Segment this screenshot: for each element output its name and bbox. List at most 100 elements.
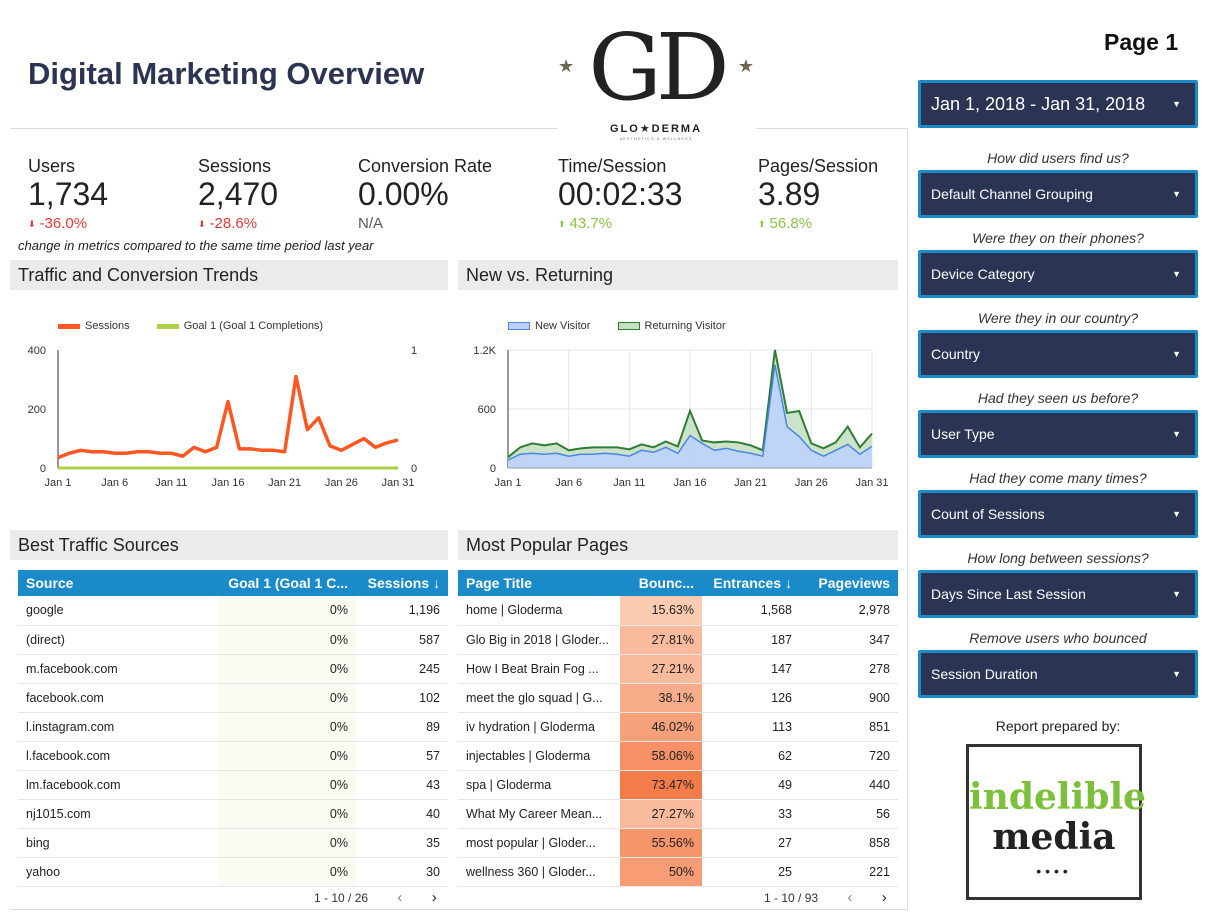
filter-dropdown[interactable]: Device Category ▼ (918, 250, 1198, 298)
x-tick-label: Jan 31 (855, 477, 888, 489)
kpi-card: Conversion Rate 0.00% N/A (358, 156, 492, 232)
traffic-trend-chart: 0 200 400 0 1 Jan 1 Jan 6 Jan 11 Jan 16 Jan 21 Jan… (28, 345, 417, 489)
filter-dropdown[interactable]: Count of Sessions ▼ (918, 490, 1198, 538)
legend-label: Returning Visitor (644, 320, 726, 332)
table-row[interactable]: m.facebook.com 0% 245 (18, 654, 448, 684)
x-tick-label: Jan 1 (495, 477, 522, 489)
table-row[interactable]: facebook.com 0% 102 (18, 683, 448, 713)
column-header-source[interactable]: Source (18, 570, 218, 596)
pageviews-cell: 858 (800, 828, 898, 858)
logo-line: media (992, 816, 1116, 858)
column-header-page-title[interactable]: Page Title (458, 570, 620, 596)
kpi-change: N/A (358, 215, 492, 232)
legend-label: New Visitor (535, 320, 591, 332)
table-row[interactable]: most popular | Gloder... 55.56% 27 858 (458, 828, 898, 858)
caret-down-icon: ▼ (1172, 669, 1181, 679)
column-header-sessions[interactable]: Sessions ↓ (356, 570, 448, 596)
filter-dropdown[interactable]: User Type ▼ (918, 410, 1198, 458)
divider (756, 128, 908, 129)
x-tick-label: Jan 11 (613, 477, 645, 489)
table-row[interactable]: google 0% 1,196 (18, 596, 448, 626)
prev-page-icon[interactable]: ‹ (397, 889, 403, 906)
filter-dropdown[interactable]: Days Since Last Session ▼ (918, 570, 1198, 618)
column-header-bounce[interactable]: Bounc... (620, 570, 702, 596)
x-tick-label: Jan 1 (45, 477, 72, 489)
next-page-icon[interactable]: › (431, 889, 437, 906)
kpi-label: Time/Session (558, 156, 667, 176)
date-range-value: Jan 1, 2018 - Jan 31, 2018 (931, 94, 1146, 114)
divider (10, 909, 908, 910)
bounce-rate-cell: 50% (620, 857, 702, 887)
table-row[interactable]: How I Beat Brain Fog ... 27.21% 147 278 (458, 654, 898, 684)
page-title-cell: meet the glo squad | G... (458, 683, 620, 713)
kpi-label: Users (28, 156, 76, 176)
entrances-cell: 147 (702, 654, 800, 684)
table-row[interactable]: bing 0% 35 (18, 828, 448, 858)
entrances-cell: 33 (702, 799, 800, 829)
kpi-label: Pages/Session (758, 156, 879, 176)
filter-dropdown-label: Device Category (931, 266, 1035, 282)
legend-label: Goal 1 (Goal 1 Completions) (183, 320, 324, 332)
column-header-entrances[interactable]: Entrances ↓ (702, 570, 800, 596)
table-row[interactable]: wellness 360 | Gloder... 50% 25 221 (458, 857, 898, 887)
table-row[interactable]: spa | Gloderma 73.47% 49 440 (458, 770, 898, 800)
prev-page-icon[interactable]: ‹ (847, 889, 853, 906)
filter-dropdown[interactable]: Country ▼ (918, 330, 1198, 378)
legend-item-new-visitor: New Visitor (508, 320, 590, 332)
table-row[interactable]: injectables | Gloderma 58.06% 62 720 (458, 741, 898, 771)
y-tick-label: 0 (490, 463, 496, 475)
source-cell: yahoo (18, 857, 218, 887)
x-tick-label: Jan 16 (673, 477, 706, 489)
bounce-rate-cell: 27.27% (620, 799, 702, 829)
goal-rate-cell: 0% (218, 654, 356, 684)
table-row[interactable]: (direct) 0% 587 (18, 625, 448, 655)
sessions-cell: 245 (356, 654, 448, 684)
y-tick-label: 600 (478, 404, 496, 416)
pageviews-cell: 347 (800, 625, 898, 655)
divider (10, 128, 558, 129)
page-title-cell: iv hydration | Gloderma (458, 712, 620, 742)
y2-tick-label: 0 (411, 463, 417, 475)
filter-question: How did users find us? (987, 150, 1129, 166)
filter-question: Were they on their phones? (972, 230, 1144, 246)
filter-dropdown-label: Country (931, 346, 981, 362)
bounce-rate-cell: 46.02% (620, 712, 702, 742)
divider (907, 128, 908, 910)
star-icon: ★ (737, 56, 754, 76)
y-tick-label: 200 (28, 404, 46, 416)
table-row[interactable]: lm.facebook.com 0% 43 (18, 770, 448, 800)
caret-down-icon: ▼ (1172, 189, 1181, 199)
sessions-series-line (57, 374, 399, 460)
table-row[interactable]: home | Gloderma 15.63% 1,568 2,978 (458, 596, 898, 626)
filter-dropdown-label: User Type (931, 426, 995, 442)
column-header-goal[interactable]: Goal 1 (Goal 1 C... (218, 570, 356, 596)
date-range-picker[interactable]: Jan 1, 2018 - Jan 31, 2018 ▼ (918, 80, 1198, 128)
filter-dropdown[interactable]: Default Channel Grouping ▼ (918, 170, 1198, 218)
y-tick-label: 1.2K (473, 345, 496, 357)
page-title-cell: Glo Big in 2018 | Gloder... (458, 625, 620, 655)
filter-dropdown-label: Days Since Last Session (931, 586, 1086, 602)
next-page-icon[interactable]: › (881, 889, 887, 906)
indelible-media-logo: indelible media •••• (966, 744, 1146, 900)
table-row[interactable]: l.instagram.com 0% 89 (18, 712, 448, 742)
table-row[interactable]: What My Career Mean... 27.27% 33 56 (458, 799, 898, 829)
table-row[interactable]: meet the glo squad | G... 38.1% 126 900 (458, 683, 898, 713)
table-row[interactable]: Glo Big in 2018 | Gloder... 27.81% 187 347 (458, 625, 898, 655)
table-row[interactable]: yahoo 0% 30 (18, 857, 448, 887)
entrances-cell: 187 (702, 625, 800, 655)
source-cell: facebook.com (18, 683, 218, 713)
kpi-change-value: -36.0% (39, 215, 88, 232)
filter-dropdown[interactable]: Session Duration ▼ (918, 650, 1198, 698)
table-row[interactable]: nj1015.com 0% 40 (18, 799, 448, 829)
kpi-value: 3.89 (758, 176, 821, 212)
table-row[interactable]: l.facebook.com 0% 57 (18, 741, 448, 771)
table-row[interactable]: iv hydration | Gloderma 46.02% 113 851 (458, 712, 898, 742)
column-header-pageviews[interactable]: Pageviews (800, 570, 898, 596)
bounce-rate-cell: 15.63% (620, 596, 702, 626)
kpi-card: Users 1,734 ⬇ -36.0% (28, 156, 108, 232)
filter-question: Were they in our country? (977, 310, 1139, 326)
goal-rate-cell: 0% (218, 596, 356, 626)
page-title-cell: most popular | Gloder... (458, 828, 620, 858)
source-cell: google (18, 596, 218, 626)
pageviews-cell: 2,978 (800, 596, 898, 626)
